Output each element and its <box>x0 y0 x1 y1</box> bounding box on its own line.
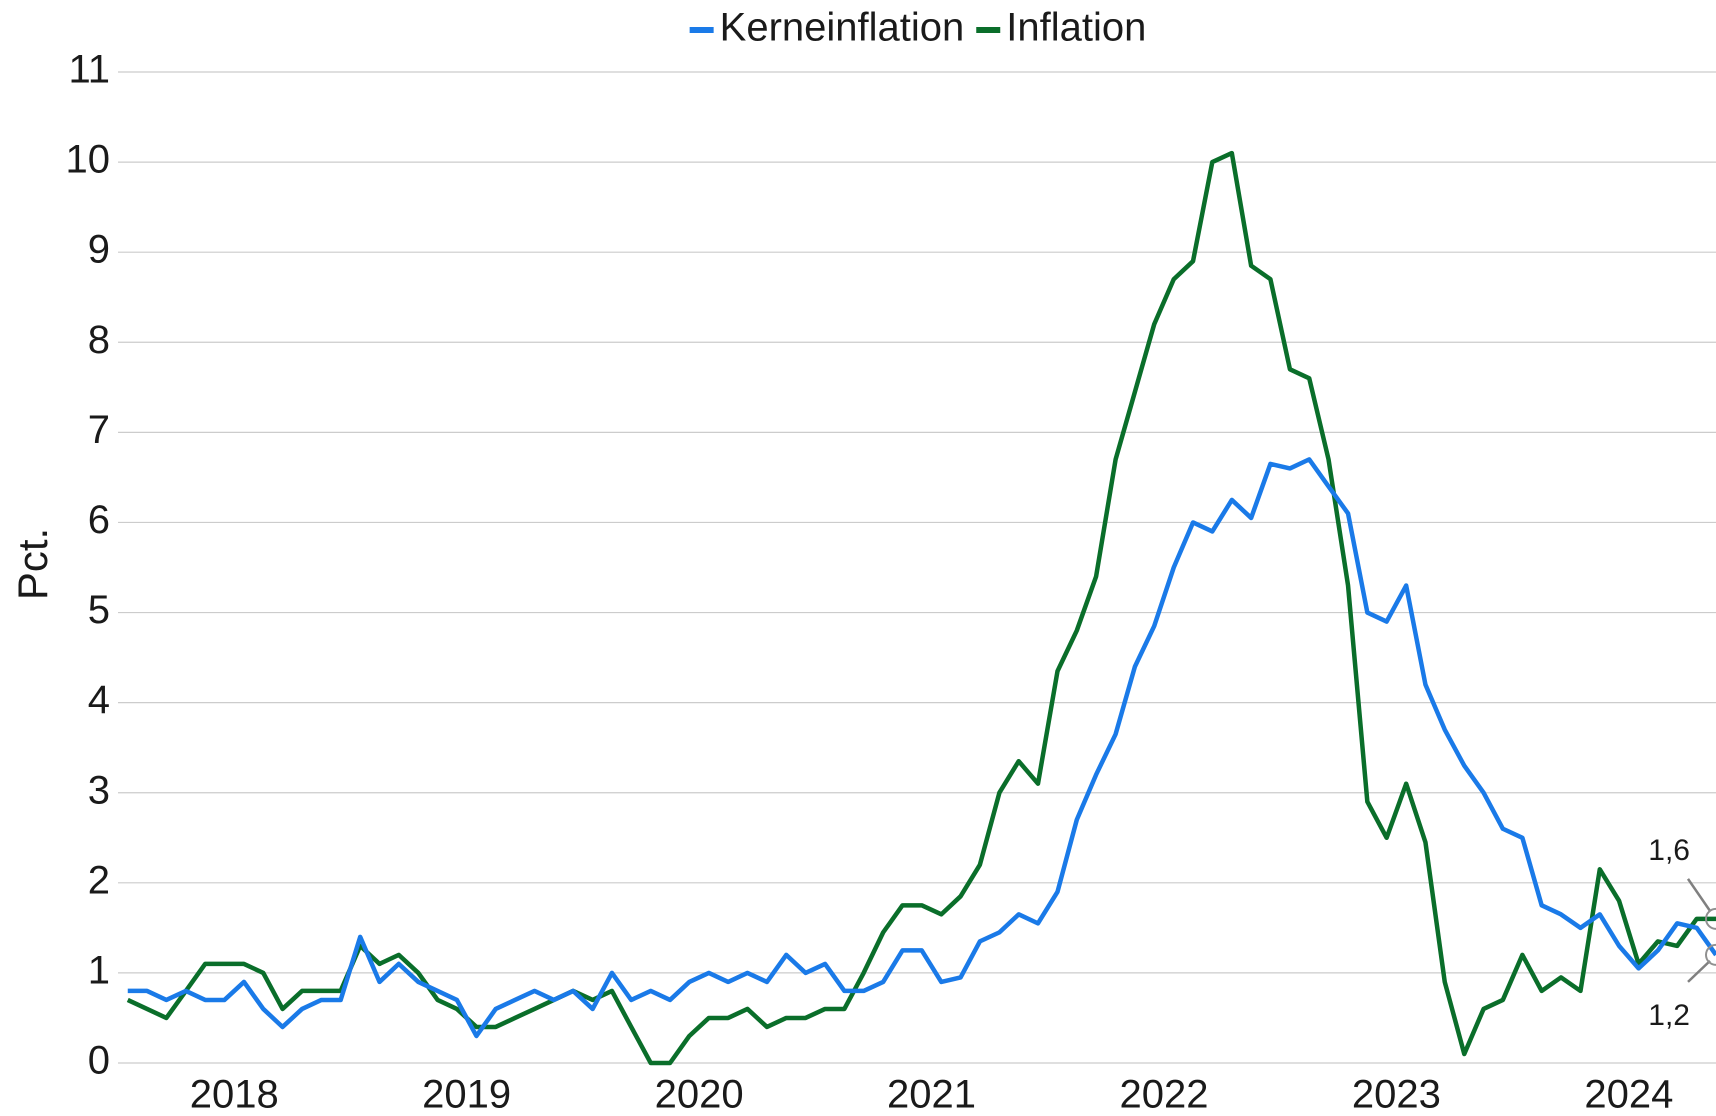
y-tick-label: 9 <box>88 228 110 272</box>
x-tick-label: 2021 <box>887 1073 976 1116</box>
x-tick-label: 2019 <box>422 1073 511 1116</box>
x-tick-label: 2024 <box>1584 1073 1673 1116</box>
y-tick-label: 7 <box>88 408 110 452</box>
x-tick-label: 2020 <box>655 1073 744 1116</box>
annotation-marker <box>1705 943 1716 966</box>
annotation-leader <box>1687 959 1711 983</box>
y-tick-label: 2 <box>88 858 110 902</box>
legend: Kerneinflation Inflation <box>689 6 1146 50</box>
annotation-marker <box>1705 907 1716 930</box>
series-line <box>127 457 1716 1039</box>
legend-label: Inflation <box>1006 6 1146 50</box>
y-tick-label: 8 <box>88 318 110 362</box>
annotation-label: 1,6 <box>1648 834 1690 867</box>
y-tick-label: 5 <box>88 588 110 632</box>
y-tick-label: 3 <box>88 768 110 812</box>
series-line <box>126 150 1716 1066</box>
y-tick-label: 6 <box>88 498 110 542</box>
x-tick-label: 2022 <box>1119 1073 1208 1116</box>
y-tick-label: 10 <box>66 138 111 182</box>
y-tick-label: 0 <box>88 1039 110 1083</box>
y-tick-label: 1 <box>88 948 110 992</box>
x-tick-label: 2023 <box>1352 1073 1441 1116</box>
legend-label: Kerneinflation <box>720 6 965 50</box>
y-tick-label: 11 <box>68 48 110 92</box>
annotation-label: 1,2 <box>1648 999 1690 1032</box>
x-tick-label: 2018 <box>190 1073 279 1116</box>
y-axis-label: Pct. <box>9 528 56 600</box>
annotation-leader <box>1686 878 1712 912</box>
y-tick-label: 4 <box>88 678 110 722</box>
